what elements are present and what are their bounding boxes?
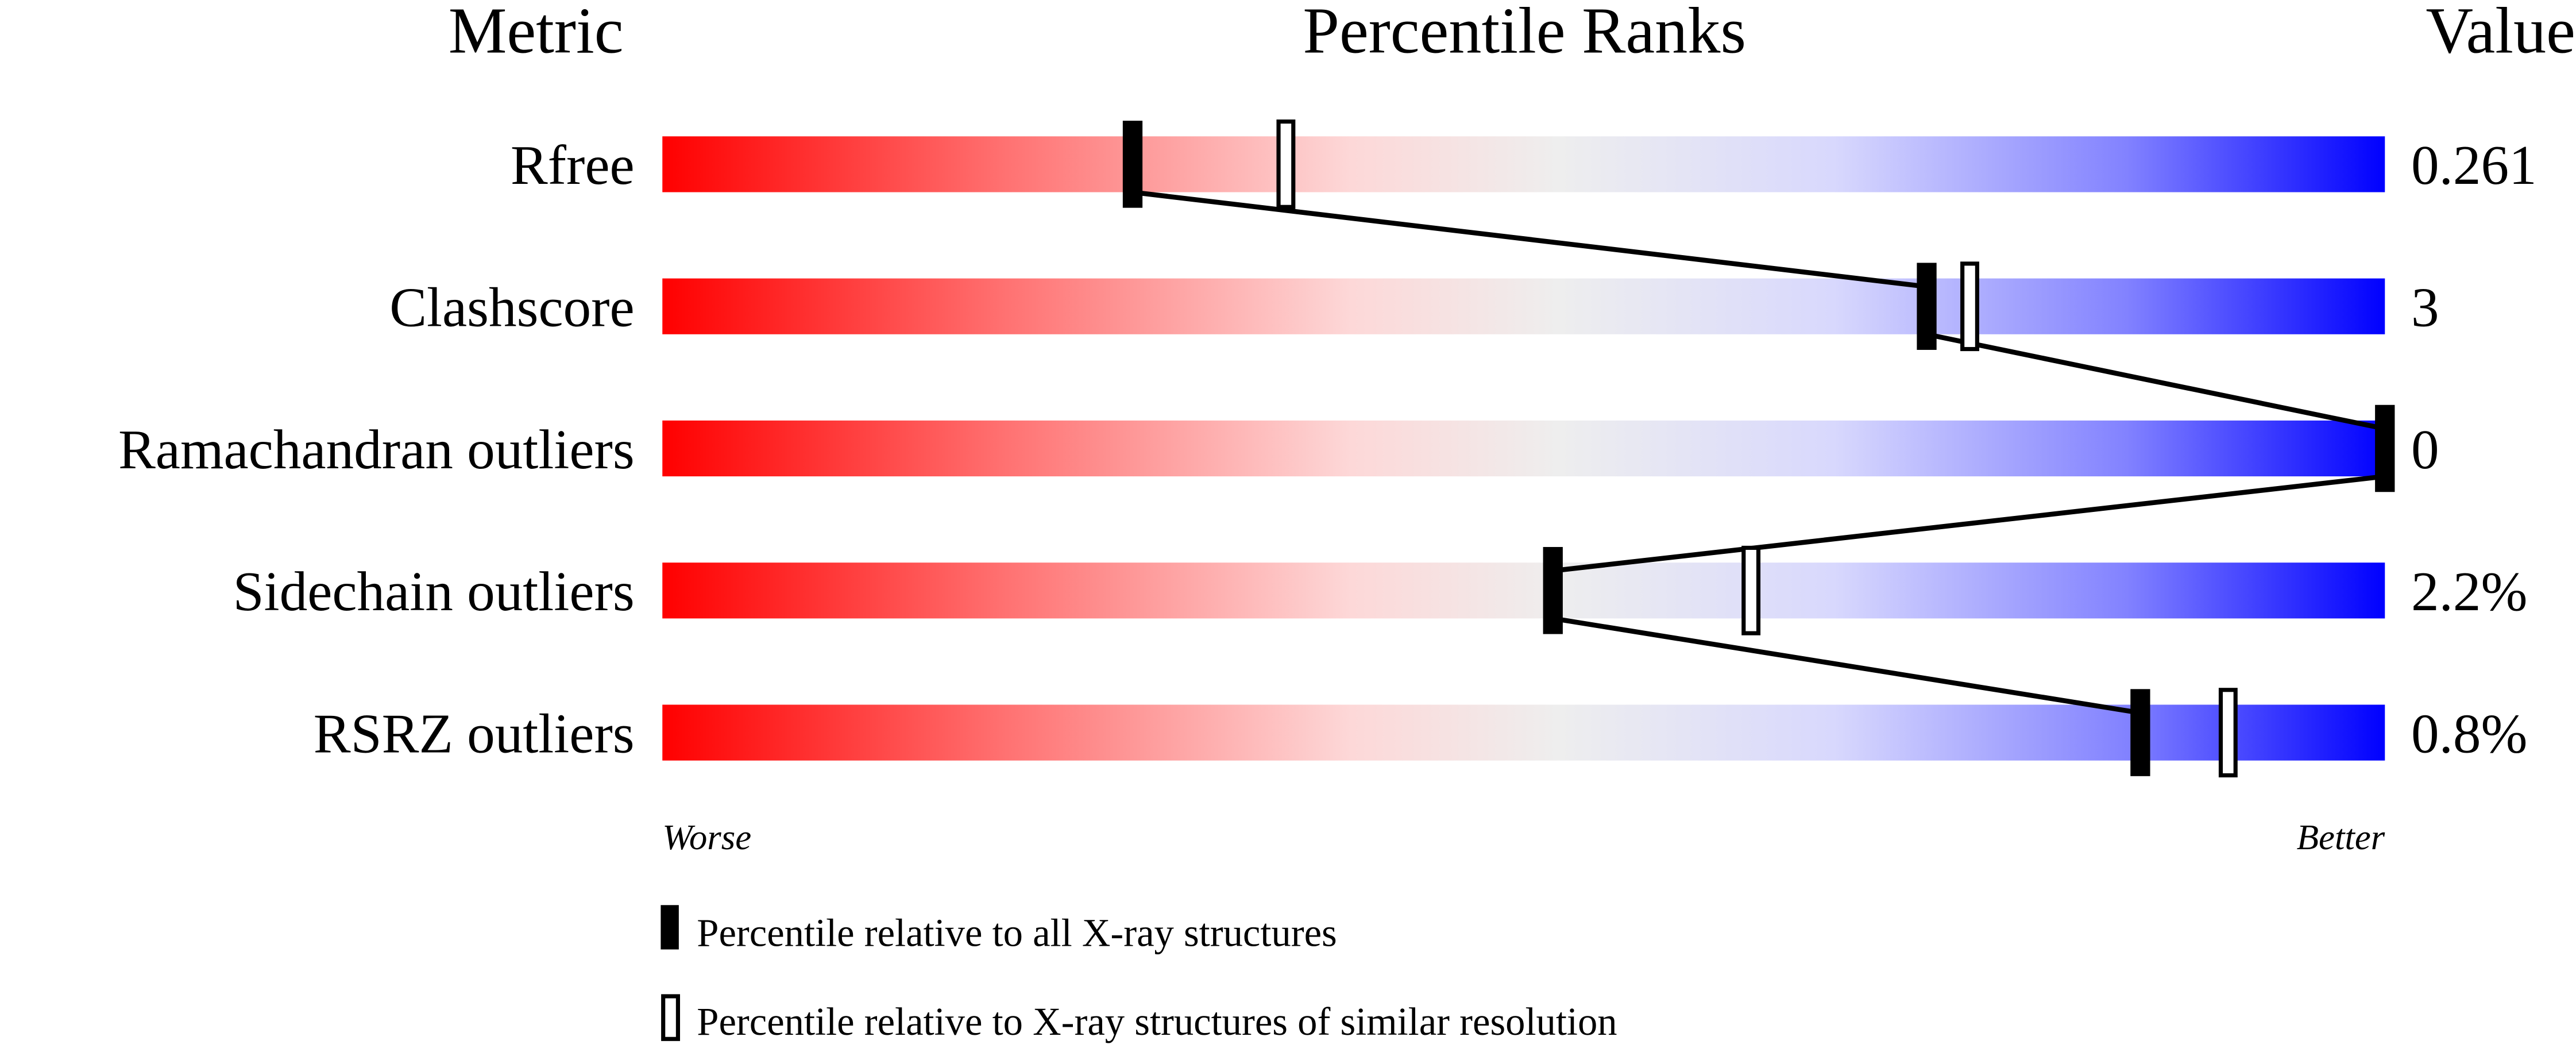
marker-all-structures [1917,263,1937,350]
axis-label-better: Better [2297,817,2385,857]
metric-label: Sidechain outliers [233,561,635,623]
header-value: Value [2426,0,2575,67]
percentile-bar [662,562,2385,619]
legend-label-all: Percentile relative to all X-ray structu… [697,911,1337,955]
metric-label: RSRZ outliers [314,703,635,765]
legend-marker-similar [661,994,680,1041]
marker-all-structures [2375,404,2395,492]
percentile-bar [662,136,2385,192]
marker-all-structures [1122,121,1143,208]
metric-label: Rfree [511,134,635,196]
header-percentile-ranks: Percentile Ranks [1303,0,1746,67]
legend-label-similar: Percentile relative to X-ray structures … [697,1000,1617,1043]
metric-value: 0.261 [2411,134,2537,196]
marker-similar-resolution [1741,545,1761,635]
marker-all-structures [2130,689,2150,776]
metric-value: 0 [2411,419,2439,481]
marker-similar-resolution [2218,688,2238,777]
metric-value: 2.2% [2411,561,2527,623]
metric-value: 0.8% [2411,703,2527,765]
marker-similar-resolution [1960,261,1979,352]
axis-label-worse: Worse [662,817,751,857]
metric-label: Ramachandran outliers [118,419,635,481]
header-metric: Metric [449,0,624,67]
marker-similar-resolution [1276,119,1296,209]
percentile-bar [662,278,2385,334]
legend-marker-all [661,905,679,950]
marker-all-structures [1543,547,1563,634]
metric-value: 3 [2411,276,2439,338]
percentile-bar [662,704,2385,761]
percentile-bar [662,420,2385,477]
metric-label: Clashscore [389,276,634,338]
